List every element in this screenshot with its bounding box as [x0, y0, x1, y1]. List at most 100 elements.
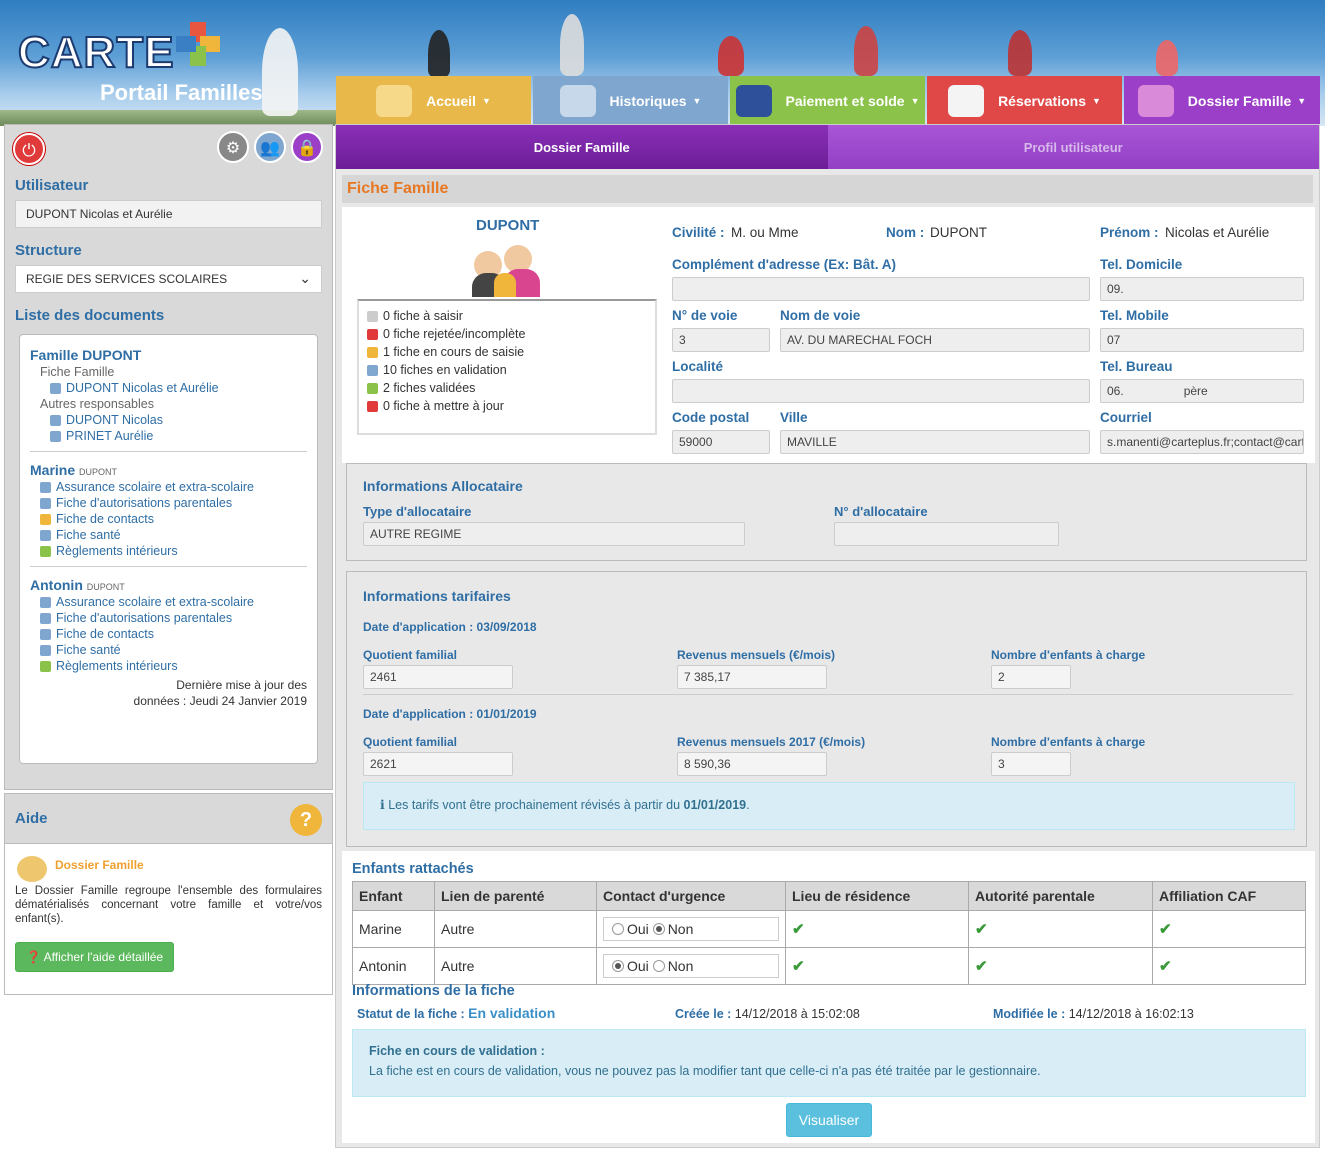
- doc-link[interactable]: Fiche santé: [56, 528, 121, 542]
- doc-item[interactable]: PRINET Aurélie: [50, 429, 307, 443]
- column-header: Lieu de résidence: [785, 881, 969, 911]
- num-voie-field[interactable]: 3: [672, 328, 770, 352]
- tel-bureau-value: 06.: [1107, 384, 1124, 398]
- main-content: Dossier Famille Profil utilisateur Fiche…: [335, 124, 1320, 1148]
- notice-date: 01/01/2019: [683, 798, 747, 812]
- complement-label: Complément d'adresse (Ex: Bât. A): [672, 257, 897, 272]
- enfants-charge-field[interactable]: 3: [991, 752, 1071, 776]
- doc-item[interactable]: Fiche d'autorisations parentales: [40, 496, 307, 510]
- doc-item[interactable]: Fiche d'autorisations parentales: [40, 611, 307, 625]
- code-postal-field[interactable]: 59000: [672, 430, 770, 454]
- logo-text: CARTE: [17, 27, 175, 78]
- nav-historiques[interactable]: Historiques ▼: [533, 76, 728, 126]
- doc-item[interactable]: Fiche de contacts: [40, 512, 307, 526]
- page-title: Fiche Famille: [342, 175, 1313, 203]
- courriel-field[interactable]: s.manenti@carteplus.fr;contact@carteplus…: [1100, 430, 1304, 454]
- doc-item[interactable]: DUPONT Nicolas et Aurélie: [50, 381, 307, 395]
- doc-item[interactable]: Règlements intérieurs: [40, 659, 307, 673]
- legend-item: 10 fiches en validation: [367, 363, 647, 377]
- nav-reservations[interactable]: Réservations ▼: [927, 76, 1122, 126]
- nav-dossier-famille[interactable]: Dossier Famille ▼: [1124, 76, 1320, 126]
- tab-profil-utilisateur[interactable]: Profil utilisateur: [827, 125, 1319, 169]
- doc-item[interactable]: Fiche santé: [40, 528, 307, 542]
- status-square-icon: [367, 400, 378, 412]
- lock-icon[interactable]: 🔒: [291, 131, 323, 163]
- legend-text: 0 fiche à mettre à jour: [383, 399, 504, 413]
- complement-field[interactable]: [672, 277, 1090, 301]
- doc-link[interactable]: Fiche santé: [56, 643, 121, 657]
- validation-notice: Fiche en cours de validation : La fiche …: [352, 1029, 1306, 1097]
- doc-link[interactable]: Règlements intérieurs: [56, 659, 178, 673]
- doc-link[interactable]: Fiche de contacts: [56, 627, 154, 641]
- doc-item[interactable]: Règlements intérieurs: [40, 544, 307, 558]
- enfants-charge-field[interactable]: 2: [991, 665, 1071, 689]
- type-allocataire-field[interactable]: AUTRE REGIME: [363, 522, 745, 546]
- prenom-label: Prénom :: [1100, 225, 1159, 240]
- qf-field[interactable]: 2621: [363, 752, 513, 776]
- urgence-cell: Oui Non: [596, 947, 786, 985]
- status-square-icon: [50, 430, 61, 442]
- num-allocataire-field[interactable]: [834, 522, 1059, 546]
- revenus-field[interactable]: 7 385,17: [677, 665, 827, 689]
- radio-non[interactable]: [652, 923, 665, 935]
- doc-link[interactable]: Règlements intérieurs: [56, 544, 178, 558]
- doc-item[interactable]: Fiche santé: [40, 643, 307, 657]
- nav-paiement[interactable]: Paiement et solde ▼: [730, 76, 925, 126]
- doc-link[interactable]: Assurance scolaire et extra-scolaire: [56, 480, 254, 494]
- visualiser-button[interactable]: Visualiser: [786, 1103, 872, 1137]
- doc-item[interactable]: Assurance scolaire et extra-scolaire: [40, 595, 307, 609]
- nom-voie-field[interactable]: AV. DU MARECHAL FOCH: [780, 328, 1090, 352]
- tel-bureau-field[interactable]: 06. père: [1100, 379, 1304, 403]
- doc-link[interactable]: Fiche de contacts: [56, 512, 154, 526]
- tel-mobile-field[interactable]: 07: [1100, 328, 1304, 352]
- status-square-icon: [40, 644, 51, 656]
- doc-item[interactable]: Fiche de contacts: [40, 627, 307, 641]
- enfants-charge-label: Nombre d'enfants à charge: [991, 648, 1146, 662]
- legend-text: 2 fiches validées: [383, 381, 476, 395]
- nav-accueil[interactable]: Accueil ▼: [336, 76, 531, 126]
- table-header-row: Enfant Lien de parenté Contact d'urgence…: [352, 881, 1306, 911]
- doc-link[interactable]: Assurance scolaire et extra-scolaire: [56, 595, 254, 609]
- doc-item[interactable]: DUPONT Nicolas: [50, 413, 307, 427]
- doc-link[interactable]: PRINET Aurélie: [66, 429, 154, 443]
- tab-dossier-famille[interactable]: Dossier Famille: [336, 125, 828, 169]
- revenus-field[interactable]: 8 590,36: [677, 752, 827, 776]
- radio-label: Oui: [627, 921, 649, 937]
- help-header: Aide ?: [5, 794, 332, 844]
- family-card: DUPONT 0 fiche à saisir 0 fiche rejetée/i…: [342, 207, 1315, 463]
- radio-oui[interactable]: [612, 923, 624, 935]
- radio-oui[interactable]: [612, 960, 624, 972]
- tarifs-title: Informations tarifaires: [363, 588, 511, 604]
- allocataire-panel: Informations Allocataire Type d'allocata…: [346, 463, 1307, 561]
- grass-strip: [0, 110, 340, 126]
- gear-icon[interactable]: ⚙: [217, 131, 249, 163]
- help-text: Le Dossier Famille regroupe l'ensemble d…: [15, 885, 322, 925]
- tel-domicile-field[interactable]: 09.: [1100, 277, 1304, 301]
- doc-link[interactable]: Fiche d'autorisations parentales: [56, 496, 233, 510]
- doc-link[interactable]: Fiche d'autorisations parentales: [56, 611, 233, 625]
- status-square-icon: [40, 497, 51, 509]
- status-legend: 0 fiche à saisir 0 fiche rejetée/incomplè…: [357, 299, 657, 435]
- table-row: Marine Autre Oui Non ✔ ✔ ✔: [352, 910, 1306, 948]
- structure-select[interactable]: REGIE DES SERVICES SCOLAIRES ⌄: [15, 265, 322, 293]
- nom-value: DUPONT: [930, 225, 987, 240]
- ville-field[interactable]: MAVILLE: [780, 430, 1090, 454]
- show-help-button[interactable]: ❓ Afficher l'aide détaillée: [15, 942, 175, 972]
- family-name: DUPONT: [476, 217, 540, 234]
- doc-item[interactable]: Assurance scolaire et extra-scolaire: [40, 480, 307, 494]
- users-icon[interactable]: 👥: [254, 131, 286, 163]
- help-body: Dossier Famille Le Dossier Famille regro…: [5, 844, 332, 994]
- child-name-cell: Antonin: [352, 947, 435, 985]
- localite-field[interactable]: [672, 379, 1090, 403]
- doc-link[interactable]: DUPONT Nicolas: [66, 413, 164, 427]
- question-icon[interactable]: ?: [290, 804, 322, 836]
- qf-field[interactable]: 2461: [363, 665, 513, 689]
- check-icon: ✔: [792, 921, 805, 938]
- power-icon[interactable]: ⏻: [13, 133, 45, 165]
- check-icon: ✔: [1159, 921, 1172, 938]
- doc-link[interactable]: DUPONT Nicolas et Aurélie: [66, 381, 219, 395]
- document-list: Famille DUPONT Fiche Famille DUPONT Nico…: [19, 334, 318, 764]
- radio-non[interactable]: [652, 960, 665, 972]
- radio-label: Non: [667, 921, 694, 937]
- urgence-radio-group: Oui Non: [603, 954, 779, 978]
